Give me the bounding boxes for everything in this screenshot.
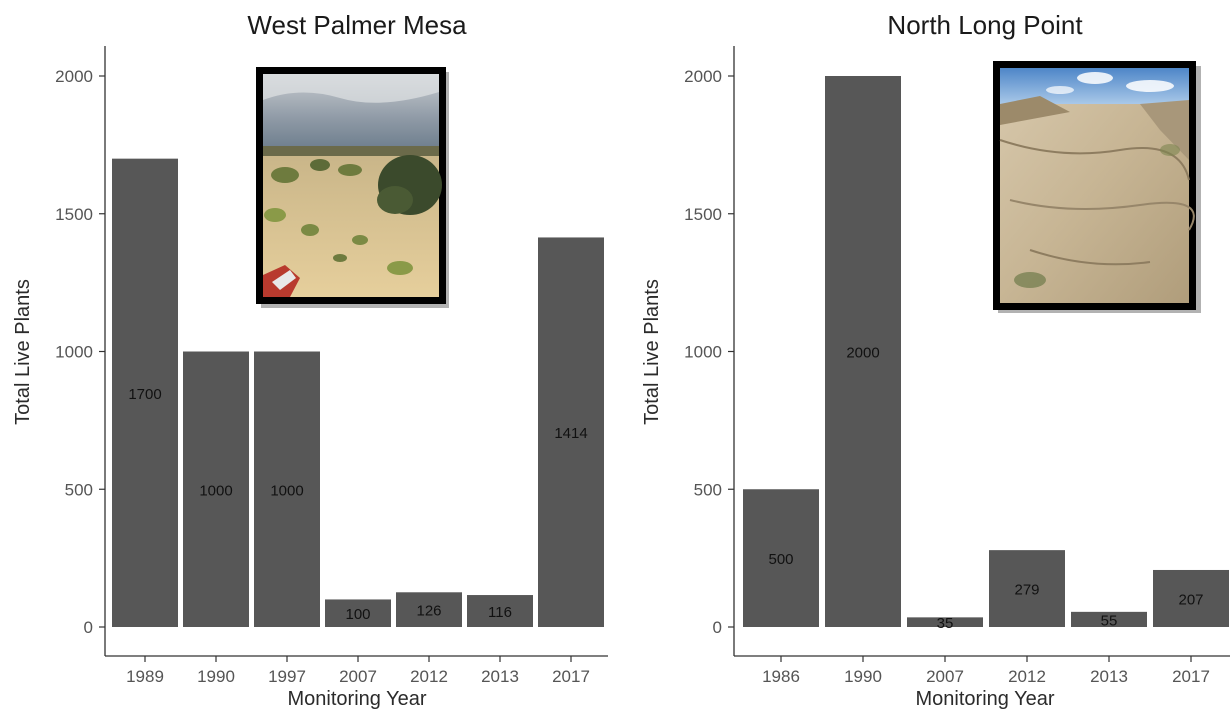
x-tick-label-1997: 1997 [268, 667, 306, 686]
y-tick-label-1000: 1000 [55, 343, 93, 362]
data-label-1986: 500 [768, 551, 793, 568]
x-ticks: 1989 1990 1997 2007 2012 2013 2017 [126, 656, 590, 686]
data-label-1989: 1700 [128, 386, 161, 403]
x-ticks: 1986 1990 2007 2012 2013 2017 [762, 656, 1210, 686]
data-label-1990: 1000 [199, 482, 232, 499]
data-label-2013: 55 [1101, 612, 1118, 629]
data-label-2007: 35 [937, 615, 954, 632]
data-label-2017: 1414 [554, 425, 587, 442]
bar-2013 [1071, 611, 1147, 627]
data-label-2012: 279 [1014, 582, 1039, 599]
y-tick-label-1500: 1500 [55, 205, 93, 224]
bar-2017 [538, 237, 604, 627]
y-axis-title: Total Live Plants [12, 279, 34, 425]
data-label-2017: 207 [1178, 591, 1203, 608]
x-tick-label-1986: 1986 [762, 667, 800, 686]
y-ticks: 0 500 1000 1500 2000 [684, 67, 734, 637]
bar-labels: 1700 1000 1000 100 126 116 1414 [128, 386, 587, 623]
bar-1990 [183, 351, 249, 627]
photo-desert-shrubland [256, 67, 449, 308]
x-tick-label-2007: 2007 [339, 667, 377, 686]
x-tick-label-1990: 1990 [844, 667, 882, 686]
bar-2012 [396, 592, 462, 627]
data-label-1990: 2000 [846, 345, 879, 362]
x-tick-label-1989: 1989 [126, 667, 164, 686]
chart-title: West Palmer Mesa [247, 10, 467, 40]
x-tick-label-1990: 1990 [197, 667, 235, 686]
bar-1990 [825, 76, 901, 627]
x-tick-label-2017: 2017 [552, 667, 590, 686]
y-tick-label-2000: 2000 [55, 67, 93, 86]
chart-title: North Long Point [887, 10, 1083, 40]
y-tick-label-500: 500 [694, 480, 722, 499]
bar-1986 [743, 489, 819, 627]
y-tick-label-2000: 2000 [684, 67, 722, 86]
x-axis-title: Monitoring Year [288, 688, 427, 710]
bars [743, 76, 1229, 627]
bar-labels: 500 2000 35 279 55 207 [768, 345, 1203, 633]
x-tick-label-2012: 2012 [410, 667, 448, 686]
bar-2007 [325, 599, 391, 627]
y-axis-title: Total Live Plants [641, 279, 663, 425]
y-tick-label-500: 500 [65, 480, 93, 499]
bars [112, 158, 604, 627]
y-tick-label-0: 0 [84, 618, 93, 637]
bar-2012 [989, 550, 1065, 627]
bar-2007 [907, 617, 983, 627]
chart-west-palmer-mesa: West Palmer Mesa 1700 1000 1000 100 126 116 14… [12, 10, 608, 710]
y-tick-label-0: 0 [713, 618, 722, 637]
y-tick-label-1500: 1500 [684, 205, 722, 224]
bar-1989 [112, 158, 178, 627]
data-label-1997: 1000 [270, 482, 303, 499]
data-label-2012: 126 [416, 603, 441, 620]
bar-2017 [1153, 569, 1229, 627]
bar-2013 [467, 595, 533, 627]
bar-1997 [254, 351, 320, 627]
y-tick-label-1000: 1000 [684, 343, 722, 362]
x-tick-label-2017: 2017 [1172, 667, 1210, 686]
x-tick-label-2007: 2007 [926, 667, 964, 686]
y-ticks: 0 500 1000 1500 2000 [55, 67, 105, 637]
x-tick-label-2013: 2013 [481, 667, 519, 686]
x-axis-title: Monitoring Year [916, 688, 1055, 710]
x-tick-label-2013: 2013 [1090, 667, 1128, 686]
x-tick-label-2012: 2012 [1008, 667, 1046, 686]
data-label-2007: 100 [345, 606, 370, 623]
chart-north-long-point: North Long Point 500 2000 35 279 55 207 0 500 1… [641, 10, 1230, 710]
data-label-2013: 116 [488, 604, 512, 621]
photo-sandstone-slickrock [993, 61, 1201, 313]
